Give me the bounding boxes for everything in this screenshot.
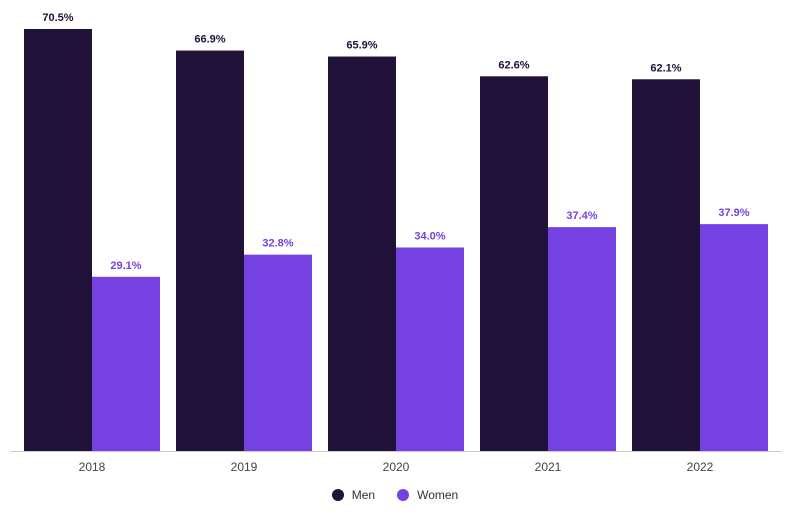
- legend-marker-women: [397, 489, 410, 501]
- legend-marker-men: [331, 489, 344, 501]
- legend-item-men[interactable]: Men: [331, 488, 376, 502]
- legend-item-women[interactable]: Women: [397, 488, 458, 502]
- data-label: 65.9%: [346, 40, 377, 52]
- x-tick-label: 2022: [687, 460, 714, 474]
- x-tick-label: 2021: [535, 460, 562, 474]
- x-tick-label: 2019: [231, 460, 258, 474]
- bar-women-2021[interactable]: [548, 227, 616, 451]
- data-label: 37.4%: [566, 210, 597, 222]
- legend-label: Women: [417, 488, 459, 502]
- data-label: 37.9%: [718, 207, 749, 219]
- bar-men-2022[interactable]: [632, 79, 700, 451]
- data-label: 66.9%: [194, 34, 225, 46]
- bar-men-2018[interactable]: [24, 29, 92, 451]
- data-label: 32.8%: [262, 238, 293, 250]
- legend: Men Women: [0, 488, 790, 502]
- x-tick-label: 2018: [79, 460, 106, 474]
- bar-women-2020[interactable]: [396, 247, 464, 451]
- bar-women-2022[interactable]: [700, 224, 768, 451]
- data-label: 70.5%: [42, 12, 73, 24]
- data-label: 62.1%: [650, 62, 681, 74]
- bar-men-2019[interactable]: [176, 50, 244, 451]
- legend-label: Men: [351, 488, 376, 502]
- bar-men-2021[interactable]: [480, 76, 548, 452]
- bar-women-2019[interactable]: [244, 254, 312, 451]
- x-tick-label: 2020: [383, 460, 410, 474]
- bar-men-2020[interactable]: [328, 56, 396, 451]
- bar-women-2018[interactable]: [92, 276, 160, 451]
- data-label: 62.6%: [498, 59, 529, 71]
- data-label: 34.0%: [414, 230, 445, 242]
- data-label: 29.1%: [110, 260, 141, 272]
